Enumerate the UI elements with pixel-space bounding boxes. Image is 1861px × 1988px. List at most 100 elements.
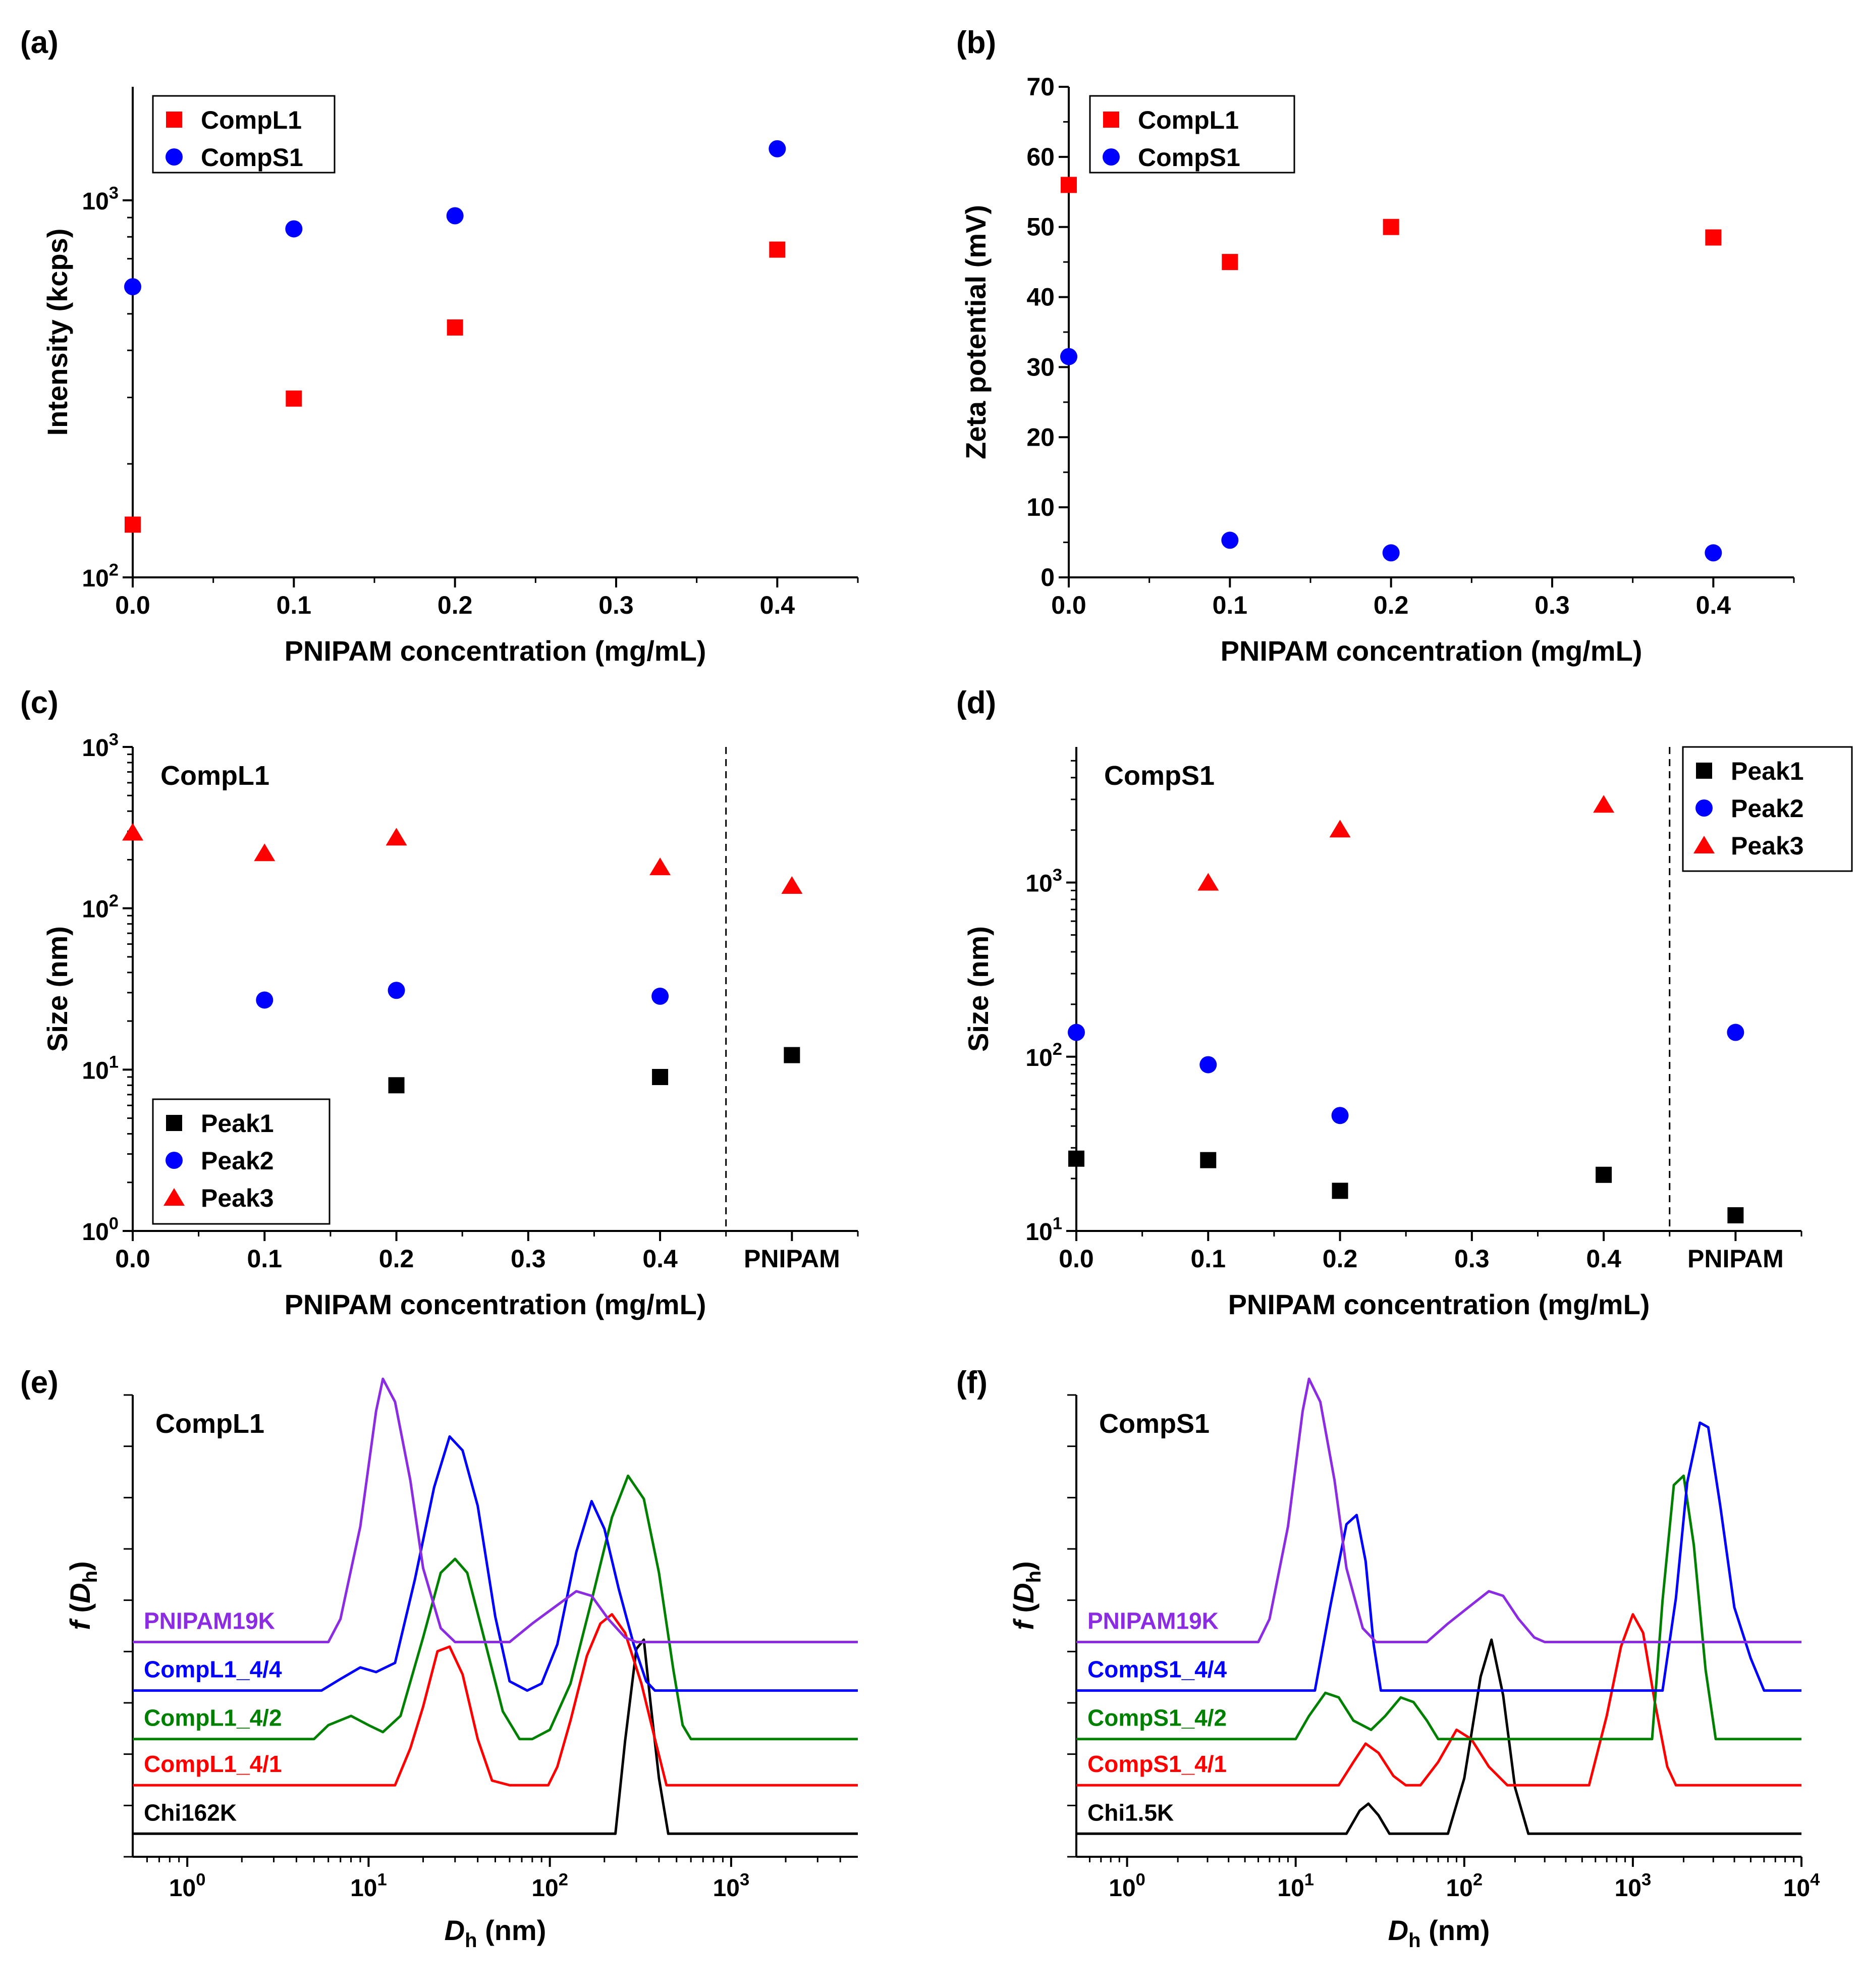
series-Peak1	[388, 1047, 800, 1094]
data-point-Peak2	[388, 982, 405, 999]
y-tick-label: 0	[1041, 563, 1055, 592]
legend-marker-Peak1	[166, 1115, 182, 1131]
series-Peak2	[256, 982, 669, 1009]
y-axis-title-symbol: D	[1008, 1583, 1039, 1603]
data-point-Peak2	[651, 987, 669, 1005]
legend-marker-CompL1	[1103, 112, 1119, 128]
legend-marker-Peak2	[1695, 799, 1713, 817]
data-point-CompL1	[125, 516, 141, 533]
data-point-Peak2	[1727, 1024, 1744, 1041]
x-tick-label-base: 10	[1783, 1875, 1810, 1902]
data-point-Peak3	[1197, 873, 1219, 891]
y-axis-title: Size (nm)	[962, 926, 994, 1052]
x-tick-label: 0.3	[511, 1245, 546, 1273]
data-point-CompL1	[1383, 219, 1399, 235]
series-PNIPAM19K: PNIPAM19K	[1076, 1377, 1801, 1643]
x-tick-label-exp: 0	[1136, 1870, 1145, 1889]
series-Peak1	[1068, 1150, 1744, 1223]
data-point-CompL1	[769, 241, 786, 258]
x-tick-label-base: 10	[1446, 1875, 1472, 1902]
data-point-Peak3	[1329, 820, 1351, 838]
x-tick-label: PNIPAM	[744, 1245, 840, 1273]
x-tick-label: 0.3	[1454, 1245, 1490, 1273]
x-tick-label: 0.4	[1696, 591, 1731, 619]
curve-PNIPAM19K	[133, 1377, 858, 1643]
y-tick-label-exp: 3	[109, 730, 119, 749]
x-axis-title: Dh (nm)	[1388, 1914, 1490, 1952]
legend-marker-Peak2	[166, 1152, 183, 1169]
x-axis-title: Dh (nm)	[445, 1914, 546, 1952]
x-tick-label: 0.2	[379, 1245, 414, 1273]
x-tick-label-base: 10	[1277, 1875, 1304, 1902]
y-tick-label-base: 10	[82, 1057, 108, 1084]
panel-d: (d)0.0 0.1 0.2 0.3 0.4 PNIPAM101102103PNIPAM …	[956, 685, 1853, 1320]
curve-label: PNIPAM19K	[144, 1608, 275, 1634]
x-tick-label: PNIPAM	[1687, 1245, 1784, 1273]
y-axis-title: Size (nm)	[41, 926, 73, 1052]
panel-annotation: CompS1	[1099, 1409, 1210, 1439]
x-tick-label-exp: 0	[196, 1870, 205, 1889]
curve-label: CompL1_4/1	[144, 1751, 282, 1777]
y-tick-label: 101	[82, 1053, 119, 1085]
y-tick-label: 102	[1025, 1040, 1062, 1071]
x-tick-label-exp: 1	[377, 1870, 387, 1889]
y-tick-label-base: 10	[1025, 1045, 1052, 1071]
x-axis-title: PNIPAM concentration (mg/mL)	[1221, 635, 1643, 667]
data-point-Peak3	[386, 828, 407, 846]
curve-label: CompL1_4/4	[144, 1656, 282, 1683]
y-tick-label-exp: 2	[109, 560, 119, 579]
x-axis-title-sub: h	[465, 1929, 477, 1952]
x-tick-label: 0.0	[1051, 591, 1086, 619]
curve-label: CompL1_4/2	[144, 1705, 282, 1731]
data-point-CompL1	[447, 319, 463, 336]
panel-annotation: CompS1	[1104, 761, 1215, 791]
legend-label: CompS1	[201, 143, 303, 172]
y-axis-title-close: )	[1008, 1561, 1039, 1571]
x-tick-label: 101	[350, 1870, 387, 1902]
data-point-Peak1	[1200, 1152, 1217, 1168]
data-point-Peak1	[784, 1047, 800, 1063]
y-tick-label: 102	[82, 891, 119, 923]
curve-label: CompS1_4/2	[1087, 1705, 1227, 1731]
curve-label: PNIPAM19K	[1087, 1608, 1219, 1634]
data-point-CompS1	[1705, 544, 1722, 562]
data-point-CompL1	[1222, 254, 1238, 271]
y-tick-label: 101	[1025, 1214, 1062, 1246]
y-tick-label-base: 10	[82, 188, 108, 215]
x-tick-label: 0.1	[247, 1245, 283, 1273]
legend-label: Peak2	[1731, 794, 1804, 823]
y-axis-title-sub: h	[79, 1571, 101, 1583]
curve-Chi1.5K	[1076, 1638, 1801, 1835]
y-tick-label-exp: 1	[1053, 1214, 1062, 1233]
legend-label: Peak1	[1731, 757, 1804, 785]
curve-CompS1_4/4	[1076, 1421, 1801, 1692]
curve-CompS1_4/2	[1076, 1474, 1801, 1741]
panel-label: (b)	[956, 25, 996, 60]
y-tick-label-base: 10	[82, 896, 108, 923]
x-tick-label-base: 10	[1615, 1875, 1641, 1902]
panel-c: (c)0.0 0.1 0.2 0.3 0.4 PNIPAM100101102103PNIP…	[20, 685, 859, 1320]
series-Peak2	[1068, 1024, 1744, 1124]
y-axis-title-symbol: D	[64, 1583, 96, 1603]
x-axis-title-sub: h	[1408, 1929, 1420, 1952]
data-point-Peak2	[256, 991, 273, 1009]
y-axis-title-open: (	[1008, 1603, 1039, 1621]
y-axis-title: f (Dh)	[64, 1561, 101, 1630]
y-tick-label-exp: 2	[1053, 1040, 1062, 1059]
y-tick-label-base: 10	[1025, 871, 1052, 897]
x-tick-label: 104	[1783, 1870, 1820, 1902]
x-tick-label-base: 10	[713, 1875, 740, 1902]
series-CompL1_4/4: CompL1_4/4	[133, 1435, 858, 1692]
x-axis-title: PNIPAM concentration (mg/mL)	[285, 635, 706, 667]
series-CompL1_4/1: CompL1_4/1	[133, 1613, 858, 1787]
data-point-CompS1	[1382, 544, 1400, 562]
data-point-Peak3	[254, 843, 276, 862]
x-tick-label: 0.1	[1213, 591, 1248, 619]
x-tick-label: 102	[1446, 1870, 1483, 1902]
data-point-Peak3	[122, 823, 143, 841]
y-tick-label: 20	[1026, 423, 1055, 451]
y-tick-label: 100	[82, 1214, 119, 1246]
series-Peak3	[122, 823, 803, 894]
x-tick-label-exp: 1	[1304, 1870, 1314, 1889]
